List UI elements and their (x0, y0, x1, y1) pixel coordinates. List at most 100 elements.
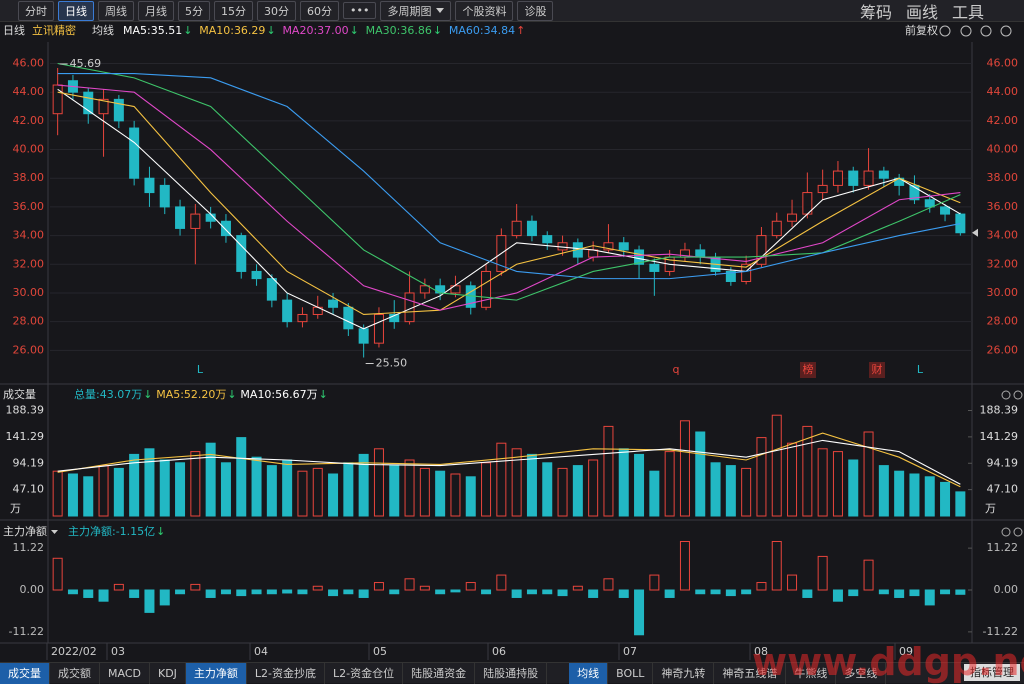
period-button[interactable]: 诊股 (517, 0, 554, 21)
candle-body (511, 220, 522, 237)
candle-body (756, 235, 767, 265)
candle-body (83, 91, 94, 115)
candle-body (220, 220, 231, 237)
ma-line (57, 72, 961, 280)
y-tick-label: 28.00 (13, 315, 45, 328)
period-button[interactable]: 60分 (300, 0, 339, 21)
volume-bar (756, 437, 767, 517)
y-tick-label-right: 34.00 (987, 229, 1019, 242)
indicator-tab[interactable]: MACD (100, 662, 150, 684)
panel-icon (1013, 527, 1023, 537)
period-button[interactable]: 30分 (257, 0, 296, 21)
period-button[interactable]: ••• (343, 2, 377, 19)
volume-bar (741, 467, 752, 517)
event-box (869, 362, 885, 378)
indicator-tab[interactable]: L2-资金抄底 (247, 662, 326, 684)
y-tick-label: -11.22 (9, 625, 44, 638)
volume-bar (67, 473, 78, 517)
y-tick-label: 40.00 (13, 143, 45, 156)
volume-bar (618, 448, 629, 517)
overlay-tab[interactable]: 神奇五线谱 (714, 662, 787, 684)
volume-bar (817, 448, 828, 517)
indicator-tab[interactable]: 主力净额 (185, 662, 247, 684)
y-tick-label: 44.00 (13, 85, 45, 98)
net-flow-bar (894, 589, 905, 598)
candle-body (924, 199, 935, 208)
period-button[interactable]: 周线 (98, 0, 134, 21)
period-button[interactable]: 15分 (214, 0, 253, 21)
net-flow-bar (679, 540, 690, 591)
indicator-tab[interactable]: L2-资金仓位 (325, 662, 404, 684)
dropdown-icon (51, 530, 58, 534)
candle-body (251, 270, 262, 280)
ma-trend: ↓ (350, 24, 359, 37)
net-flow-bar (328, 589, 339, 597)
y-tick-label-right: 0.00 (994, 583, 1019, 596)
candle-body (695, 249, 706, 258)
overlay-tab[interactable]: BOLL (608, 662, 654, 684)
volume-bar (435, 470, 446, 517)
y-tick-label-right: -11.22 (983, 625, 1018, 638)
volume-bar (511, 448, 522, 517)
overlay-tab[interactable]: 神奇九转 (653, 662, 715, 684)
tool-button[interactable]: 筹码 (859, 3, 892, 22)
net-flow-bar (83, 589, 94, 598)
volume-bar (649, 470, 660, 517)
net-flow-bar (832, 589, 843, 602)
overlay-tab[interactable]: 均线 (569, 662, 609, 684)
event-marker: 榜 (803, 362, 814, 376)
candle-body (328, 299, 339, 308)
volume-bar (450, 473, 461, 517)
candle-body (725, 270, 736, 282)
overlay-tab[interactable]: 牛熊线 (786, 662, 837, 684)
indicator-tab[interactable]: 陆股通资金 (403, 662, 476, 684)
period-button[interactable]: 月线 (138, 0, 174, 21)
last-price-pointer (972, 228, 978, 237)
indicator-manage[interactable]: 指标管理 (964, 664, 1020, 681)
price-annotation: 45.69 (70, 57, 102, 70)
y-tick-label-right: 47.10 (987, 483, 1019, 496)
candle-body (144, 177, 155, 194)
tool-button[interactable]: 工具 (951, 3, 984, 22)
candle-body (832, 170, 843, 186)
candle-body (435, 285, 446, 294)
volume-bar (771, 414, 782, 517)
net-flow-bar (67, 589, 78, 595)
indicator-tab[interactable]: 成交额 (50, 662, 100, 684)
tool-button[interactable]: 画线 (905, 3, 938, 22)
candle-body (129, 127, 140, 179)
period-button[interactable]: 5分 (178, 0, 210, 21)
period-button[interactable]: 分时 (18, 0, 54, 21)
net-flow-bar (266, 589, 277, 595)
volume-bar (190, 451, 201, 517)
candle-body (113, 98, 124, 122)
ma-legend: MA10:36.29 (199, 24, 265, 37)
ma-line (57, 84, 961, 311)
ma-trend: ↑ (516, 24, 525, 37)
period-button[interactable]: 个股资料 (455, 0, 514, 21)
volume-bar (878, 465, 889, 517)
overlay-tab[interactable]: 多空线 (836, 662, 887, 684)
net-flow-bar (863, 559, 874, 591)
net-flow-bar (940, 589, 951, 595)
candle-body (282, 299, 293, 323)
period-button[interactable]: 多周期图 (380, 0, 452, 21)
volume-bar (236, 437, 247, 517)
net-flow-bar (404, 578, 415, 591)
net-flow-bar (649, 574, 660, 591)
candle-body (159, 184, 170, 208)
volume-bar (940, 481, 951, 517)
candle-body (618, 242, 629, 251)
volume-bar (175, 462, 186, 517)
y-tick-label-right: 44.00 (987, 85, 1019, 98)
volume-bar (205, 442, 216, 517)
indicator-tab[interactable]: KDJ (150, 662, 186, 684)
net-flow-bar (144, 589, 155, 613)
indicator-tab[interactable]: 成交量 (0, 662, 50, 684)
period-button[interactable]: 日线 (58, 0, 94, 21)
candle-body (603, 242, 614, 251)
candle-body (266, 278, 277, 301)
net-flow-bar (343, 589, 354, 595)
indicator-tab[interactable]: 陆股通持股 (475, 662, 548, 684)
net-flow-bar (496, 574, 507, 591)
